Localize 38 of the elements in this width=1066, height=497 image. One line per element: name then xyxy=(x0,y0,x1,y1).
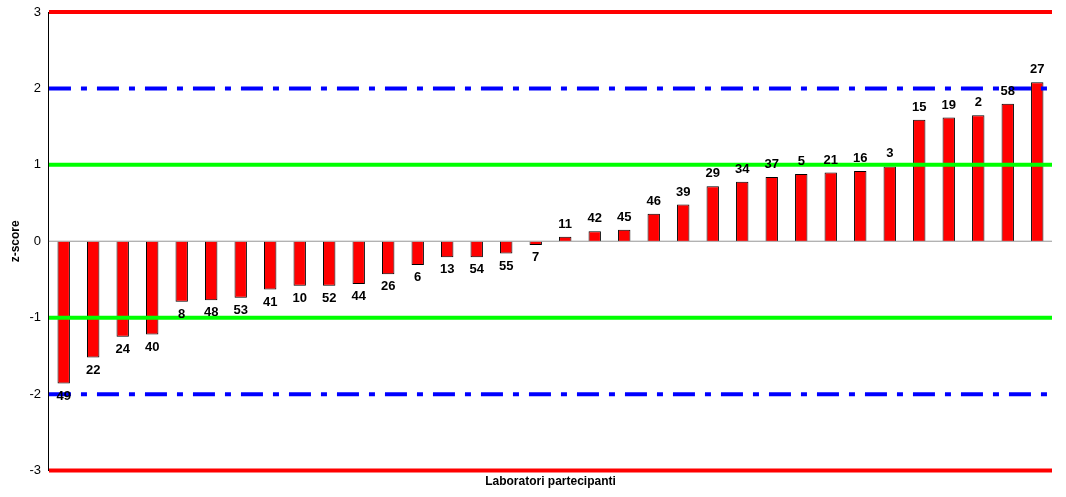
x-tick-label: 52 xyxy=(321,289,337,305)
x-tick-label: 29 xyxy=(705,165,720,181)
x-tick-label: 27 xyxy=(1030,61,1045,77)
x-tick-label: 10 xyxy=(292,289,307,305)
x-tick-label: 46 xyxy=(646,192,661,208)
y-tick-label: -3 xyxy=(29,462,41,478)
x-tick-label: 58 xyxy=(1000,82,1015,98)
x-tick-label: 7 xyxy=(532,249,540,265)
x-tick-label: 3 xyxy=(886,145,894,161)
x-tick-label: 15 xyxy=(912,98,927,114)
y-tick-label: -2 xyxy=(29,385,41,401)
x-tick-label: 13 xyxy=(439,261,455,277)
x-tick-label: 42 xyxy=(587,210,602,226)
x-tick-label: 44 xyxy=(351,288,367,304)
y-axis-title: z-score xyxy=(7,219,22,263)
x-tick-label: 53 xyxy=(233,301,248,317)
x-tick-label: 21 xyxy=(823,151,838,167)
y-tick-label: 3 xyxy=(33,3,41,19)
x-tick-label: 6 xyxy=(414,269,422,285)
x-tick-label: 41 xyxy=(262,293,278,309)
x-tick-label: 45 xyxy=(617,208,632,224)
x-tick-label: 39 xyxy=(676,183,691,199)
x-tick-label: 22 xyxy=(85,361,101,377)
x-tick-label: 16 xyxy=(853,150,868,166)
x-axis-title: Laboratori partecipanti xyxy=(485,474,616,489)
y-tick-label: -1 xyxy=(29,309,41,325)
x-tick-label: 24 xyxy=(115,340,131,356)
y-tick-label: 0 xyxy=(33,232,41,248)
x-tick-label: 55 xyxy=(498,257,514,273)
x-tick-label: 48 xyxy=(203,304,219,320)
x-tick-label: 54 xyxy=(469,261,485,277)
x-tick-label: 2 xyxy=(974,94,982,110)
x-tick-label: 19 xyxy=(941,96,956,112)
x-tick-label: 40 xyxy=(144,338,160,354)
x-tick-label: 11 xyxy=(558,215,573,231)
y-tick-label: 2 xyxy=(33,80,41,96)
y-tick-label: 1 xyxy=(33,156,41,172)
x-tick-label: 26 xyxy=(380,278,396,294)
